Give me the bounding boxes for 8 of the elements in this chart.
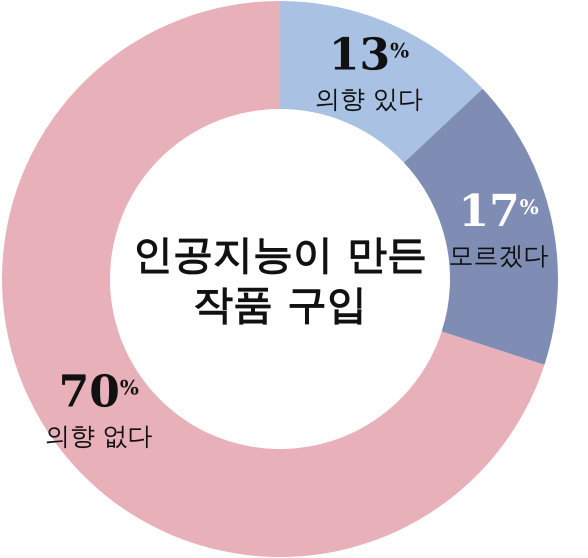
donut-slice	[280, 1, 483, 163]
slice-label: 의향 있다	[314, 84, 423, 114]
slice-label: 의향 없다	[44, 422, 153, 451]
data-label: 17$^{%}$	[458, 186, 539, 238]
slice-label: 모르겠다	[448, 241, 549, 270]
data-label: 13$^{%}$	[328, 29, 410, 80]
data-label: 70$^{%}$	[58, 366, 139, 418]
text: 인공지능이 만든 작품 구입	[133, 232, 427, 328]
